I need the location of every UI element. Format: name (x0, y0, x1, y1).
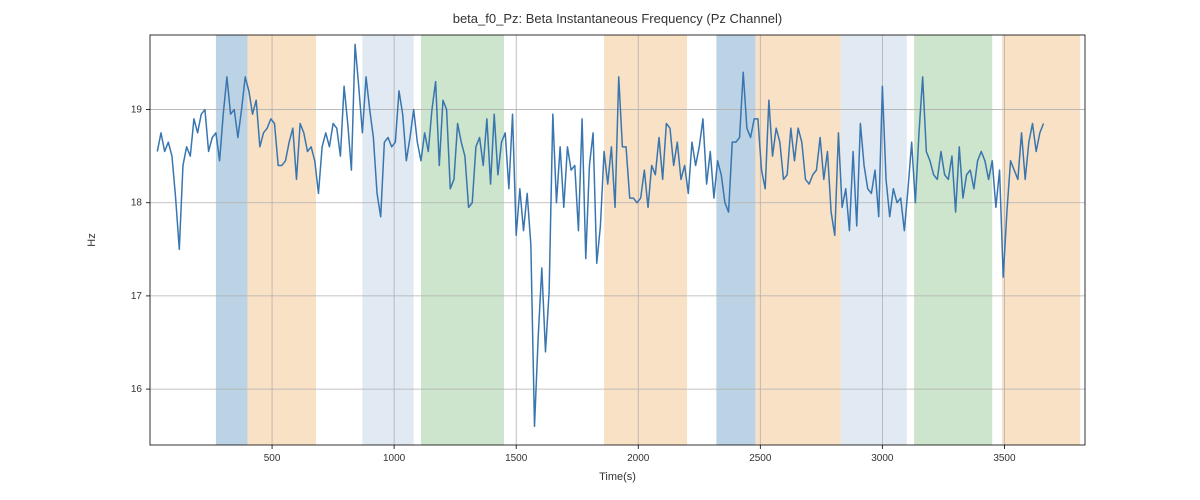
xtick-label: 500 (264, 453, 281, 464)
chart-title: beta_f0_Pz: Beta Instantaneous Frequency… (453, 11, 783, 26)
y-axis-label: Hz (86, 233, 98, 246)
band-region (841, 35, 907, 445)
ytick-label: 16 (131, 384, 143, 395)
ytick-label: 18 (131, 198, 143, 209)
band-region (248, 35, 316, 445)
xtick-label: 3500 (993, 453, 1016, 464)
x-axis-label: Time(s) (599, 471, 636, 483)
plot-area (150, 35, 1085, 445)
band-region (755, 35, 840, 445)
xtick-label: 2000 (627, 453, 650, 464)
xtick-label: 1000 (383, 453, 406, 464)
ytick-label: 19 (131, 105, 143, 116)
chart-container: 500 1000 1500 2000 2500 3000 3500 16 17 18 19 Time(… (0, 0, 1200, 500)
line-chart: 500 1000 1500 2000 2500 3000 3500 16 17 18 19 Time(… (0, 0, 1200, 500)
xtick-label: 3000 (871, 453, 894, 464)
band-region (1002, 35, 1080, 445)
xtick-label: 1500 (505, 453, 528, 464)
band-region (362, 35, 413, 445)
band-region (604, 35, 687, 445)
band-region (716, 35, 755, 445)
ytick-label: 17 (131, 291, 143, 302)
band-region (914, 35, 992, 445)
xtick-label: 2500 (749, 453, 772, 464)
